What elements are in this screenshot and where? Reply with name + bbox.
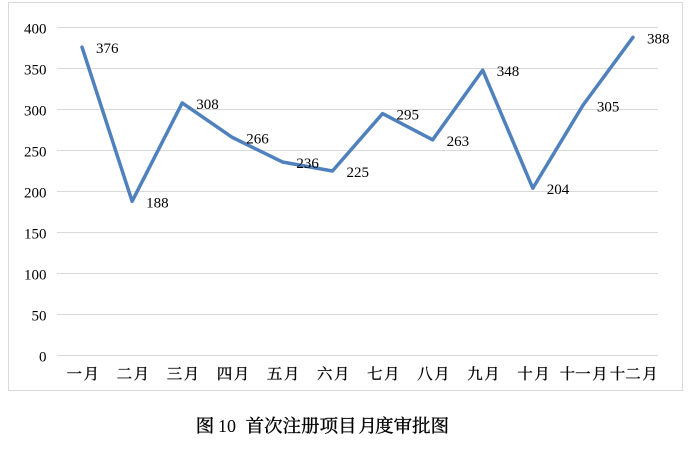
svg-text:200: 200 — [24, 186, 47, 202]
svg-text:0: 0 — [39, 350, 47, 366]
svg-text:225: 225 — [347, 165, 370, 181]
svg-text:50: 50 — [32, 309, 47, 325]
svg-text:348: 348 — [497, 64, 520, 80]
svg-text:10: 10 — [218, 416, 236, 436]
svg-text:308: 308 — [196, 97, 219, 113]
svg-text:100: 100 — [24, 268, 47, 284]
svg-text:300: 300 — [24, 104, 47, 120]
svg-text:295: 295 — [397, 108, 420, 124]
svg-text:400: 400 — [24, 22, 47, 38]
svg-text:236: 236 — [296, 156, 319, 172]
svg-text:305: 305 — [597, 99, 620, 115]
svg-text:266: 266 — [246, 131, 269, 147]
svg-text:388: 388 — [647, 31, 670, 47]
svg-text:150: 150 — [24, 227, 47, 243]
svg-text:188: 188 — [146, 195, 169, 211]
svg-text:250: 250 — [24, 145, 47, 161]
svg-text:263: 263 — [447, 134, 470, 150]
svg-text:350: 350 — [24, 63, 47, 79]
svg-text:204: 204 — [547, 182, 570, 198]
svg-text:376: 376 — [96, 41, 119, 57]
